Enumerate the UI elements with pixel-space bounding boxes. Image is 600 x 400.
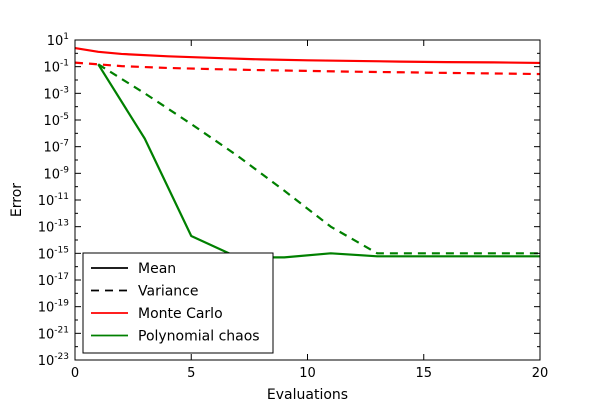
x-tick-label: 15 bbox=[415, 366, 432, 381]
y-tick-exponent: -1 bbox=[60, 59, 69, 69]
y-tick-label: 10-3 bbox=[43, 85, 69, 102]
y-tick-exponent: -23 bbox=[54, 352, 69, 362]
y-tick-exponent: -11 bbox=[54, 192, 69, 202]
y-tick-label: 10-15 bbox=[38, 245, 69, 262]
series-layer bbox=[74, 46, 541, 259]
y-tick-label: 101 bbox=[47, 32, 69, 49]
legend: Mean Variance Monte Carlo Polynomial chaos bbox=[82, 252, 274, 354]
y-tick-label: 10-13 bbox=[38, 219, 69, 236]
y-tick-exponent: -13 bbox=[54, 219, 69, 229]
x-tick-label: 20 bbox=[532, 366, 549, 381]
y-tick-exponent: -9 bbox=[60, 165, 69, 175]
monte-carlo-mean-line bbox=[74, 46, 541, 65]
y-tick-exponent: -7 bbox=[60, 139, 69, 149]
y-tick-exponent: -17 bbox=[54, 272, 69, 282]
y-axis-label: Error bbox=[9, 183, 25, 217]
x-tick-label: 0 bbox=[71, 366, 79, 381]
y-tick-label: 10-5 bbox=[43, 112, 69, 129]
y-tick-label: 10-17 bbox=[38, 272, 69, 289]
y-tick-exponent: -19 bbox=[54, 299, 69, 309]
legend-label: Monte Carlo bbox=[138, 306, 223, 322]
x-tick-label: 5 bbox=[187, 366, 195, 381]
y-tick-label: 10-23 bbox=[38, 352, 69, 369]
y-tick-exponent: -3 bbox=[60, 85, 69, 95]
y-tick-exponent: -21 bbox=[54, 325, 69, 335]
polynomial-chaos-variance-line bbox=[97, 63, 540, 255]
polynomial-chaos-mean-line bbox=[97, 63, 540, 259]
legend-label: Mean bbox=[138, 261, 176, 277]
y-tick-exponent: -5 bbox=[60, 112, 69, 122]
y-tick-exponent: 1 bbox=[63, 32, 69, 42]
y-tick-label: 10-21 bbox=[38, 325, 69, 342]
y-tick-label: 10-1 bbox=[43, 59, 69, 76]
ticks-layer: 0 5 10 15 20 101 10-1 10-3 10-5 10-7 10-9 10-11 10-1… bbox=[38, 32, 549, 381]
monte-carlo-variance-line bbox=[74, 61, 541, 76]
x-tick-label: 10 bbox=[299, 366, 316, 381]
x-axis-label: Evaluations bbox=[267, 387, 348, 400]
y-tick-label: 10-19 bbox=[38, 299, 70, 316]
y-tick-exponent: -15 bbox=[54, 245, 69, 255]
y-tick-label: 10-9 bbox=[43, 165, 69, 182]
y-tick-label: 10-11 bbox=[38, 192, 69, 209]
legend-label: Variance bbox=[138, 284, 198, 300]
y-tick-label: 10-7 bbox=[43, 139, 69, 156]
legend-label: Polynomial chaos bbox=[138, 329, 260, 345]
